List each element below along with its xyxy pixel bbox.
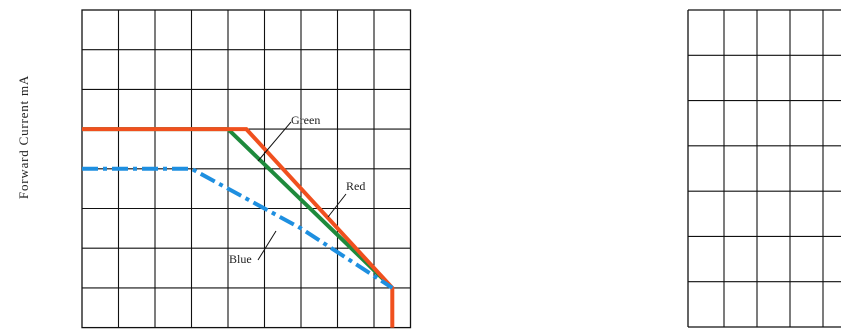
- annotation-leader: [327, 193, 347, 218]
- y-axis-label: Forward Current mA: [16, 75, 31, 199]
- annotation-leader: [257, 230, 277, 261]
- grid-left: [81, 9, 412, 329]
- grid-right: [687, 9, 841, 328]
- annotation-label-green: Green: [291, 113, 320, 127]
- series-line-red: [82, 127, 395, 328]
- annotation-label-blue: Blue: [229, 252, 252, 266]
- annotation-leader: [257, 121, 292, 162]
- annotation-layer: Green Red Blue: [229, 113, 365, 266]
- series-line-blue: [82, 166, 394, 290]
- annotation-label-red: Red: [346, 179, 365, 193]
- series-layer: [82, 127, 395, 328]
